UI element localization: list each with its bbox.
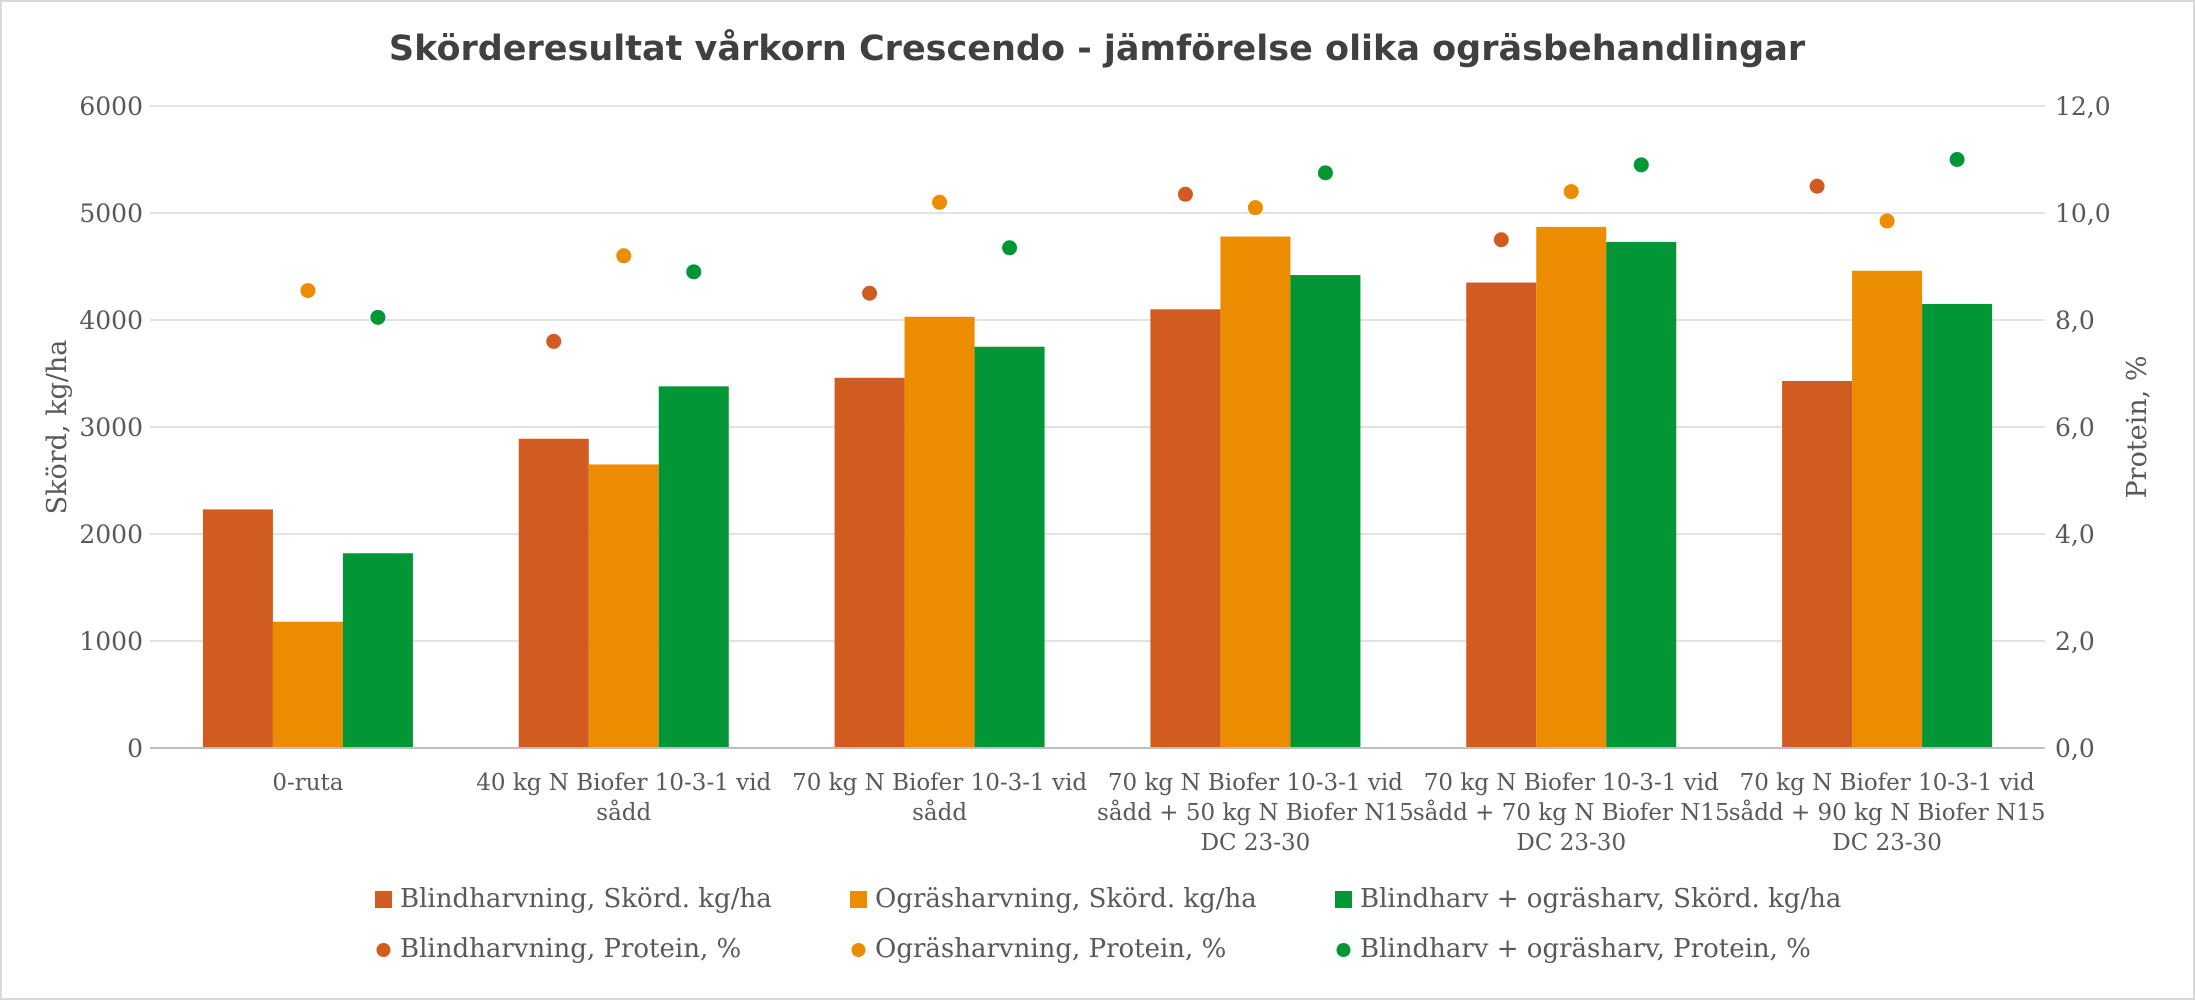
x-tick-label: 0-ruta — [272, 770, 343, 796]
y-tick-label: 0 — [127, 734, 143, 763]
protein-point — [1633, 157, 1649, 173]
x-tick-label-line: DC 23-30 — [1201, 830, 1311, 856]
x-tick-label: 70 kg N Biofer 10-3-1 vid sådd — [792, 770, 1087, 826]
bar — [904, 316, 975, 748]
y2-tick-label: 0,0 — [2055, 734, 2095, 763]
protein-point — [1177, 186, 1193, 202]
protein-point — [1949, 152, 1965, 167]
x-tick-label-line: sådd + 50 kg N Biofer N15 — [1097, 799, 1414, 826]
bar — [1922, 303, 1993, 748]
y2-tick-label: 12,0 — [2055, 92, 2111, 121]
axes: 0 1000 2000 3000 4000 5000 6000 0,0 2,0 4,0 6,0 8,0… — [42, 92, 2153, 856]
legend-swatch-bar — [375, 891, 392, 908]
y-axis-title: Skörd, kg/ha — [42, 340, 73, 515]
bar — [1782, 380, 1853, 748]
protein-point — [300, 283, 316, 299]
bar — [342, 553, 413, 748]
x-tick-label-line: 70 kg N Biofer 10-3-1 vid — [792, 770, 1087, 796]
x-tick-label-line: DC 23-30 — [1516, 830, 1626, 856]
bar — [1852, 270, 1923, 748]
x-tick-label-line: 70 kg N Biofer 10-3-1 vid — [1108, 770, 1403, 796]
protein-point — [1879, 213, 1895, 229]
y-tick-label: 6000 — [79, 92, 143, 121]
bar — [974, 346, 1045, 748]
x-tick-label: 70 kg N Biofer 10-3-1 vid sådd + 90 kg N … — [1729, 770, 2046, 856]
bar — [1466, 282, 1537, 748]
protein-point — [686, 264, 702, 280]
legend-label: Ogräsharvning, Protein, % — [875, 934, 1226, 964]
x-tick-label-line: 70 kg N Biofer 10-3-1 vid — [1740, 770, 2035, 796]
protein-point — [1317, 165, 1333, 181]
protein-points — [300, 152, 1965, 349]
legend-label: Blindharvning, Protein, % — [400, 934, 741, 964]
y2-tick-label: 4,0 — [2055, 520, 2095, 549]
x-tick-label-line: 70 kg N Biofer 10-3-1 vid — [1424, 770, 1719, 796]
chart-title: Skörderesultat vårkorn Crescendo - jämfö… — [389, 28, 1806, 69]
bar — [834, 377, 905, 748]
x-tick-label-line: sådd — [912, 799, 967, 826]
y2-axis-title: Protein, % — [2122, 355, 2153, 498]
y2-tick-label: 8,0 — [2055, 306, 2095, 335]
y-tick-label: 4000 — [79, 306, 143, 335]
y-tick-label: 2000 — [79, 520, 143, 549]
legend-label: Ogräsharvning, Skörd. kg/ha — [875, 884, 1257, 914]
bar — [1606, 241, 1677, 748]
legend-swatch-point — [376, 943, 391, 957]
x-tick-label: 70 kg N Biofer 10-3-1 vid sådd + 70 kg N … — [1413, 770, 1730, 856]
legend-label: Blindharv + ogräsharv, Skörd. kg/ha — [1360, 884, 1841, 914]
bar — [518, 438, 589, 748]
x-tick-label: 40 kg N Biofer 10-3-1 vid sådd — [476, 770, 771, 826]
y2-tick-label: 10,0 — [2055, 199, 2111, 228]
protein-point — [1247, 200, 1263, 216]
protein-point — [862, 285, 878, 301]
y2-tick-label: 2,0 — [2055, 627, 2095, 656]
x-tick-label-line: 0-ruta — [272, 770, 343, 796]
y-tick-label: 3000 — [79, 413, 143, 442]
protein-point — [1809, 178, 1825, 194]
protein-point — [1563, 184, 1579, 200]
bar — [1220, 236, 1291, 749]
legend-swatch-bar — [850, 891, 867, 908]
y2-tick-label: 6,0 — [2055, 413, 2095, 442]
legend-label: Blindharv + ogräsharv, Protein, % — [1360, 934, 1811, 964]
bar — [1536, 226, 1607, 748]
x-tick-label-line: 40 kg N Biofer 10-3-1 vid — [476, 770, 771, 796]
legend-swatch-point — [851, 943, 866, 957]
bar — [658, 386, 729, 748]
x-tick-label: 70 kg N Biofer 10-3-1 vid sådd + 50 kg N … — [1097, 770, 1414, 856]
bar — [202, 509, 273, 748]
bars — [202, 226, 1993, 749]
legend-swatch-point — [1336, 943, 1351, 957]
legend: Blindharvning, Skörd. kg/ha Ogräsharvning… — [375, 884, 1841, 964]
bar — [272, 621, 343, 748]
legend-swatch-bar — [1335, 891, 1352, 908]
legend-label: Blindharvning, Skörd. kg/ha — [400, 884, 772, 914]
y-tick-label: 1000 — [79, 627, 143, 656]
x-tick-label-line: sådd — [596, 799, 651, 826]
bar — [1150, 309, 1221, 748]
y-tick-label: 5000 — [79, 199, 143, 228]
protein-point — [370, 309, 386, 325]
protein-point — [616, 248, 632, 264]
bar — [1290, 275, 1361, 748]
bar — [588, 464, 659, 748]
protein-point — [546, 333, 562, 349]
x-tick-label-line: DC 23-30 — [1832, 830, 1942, 856]
x-tick-label-line: sådd + 90 kg N Biofer N15 — [1729, 799, 2046, 826]
protein-point — [932, 194, 948, 210]
x-tick-label-line: sådd + 70 kg N Biofer N15 — [1413, 799, 1730, 826]
protein-point — [1493, 232, 1509, 248]
protein-point — [1002, 240, 1018, 256]
